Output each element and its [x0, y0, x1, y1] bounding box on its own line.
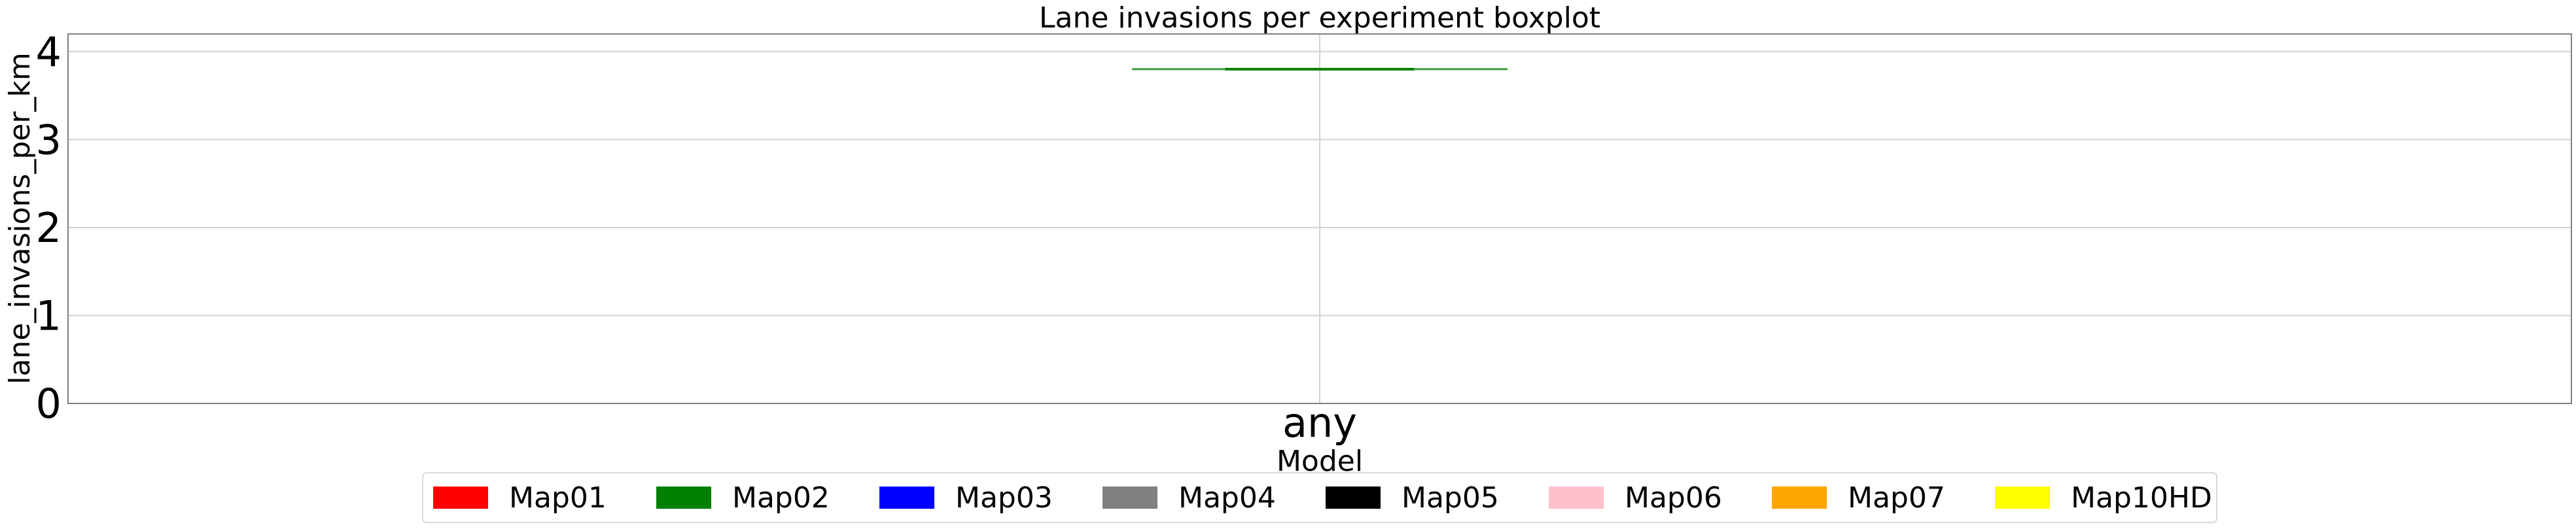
legend-swatch — [1549, 486, 1604, 509]
grid-lines — [68, 34, 2571, 404]
legend-frame — [422, 472, 2217, 523]
legend-label: Map07 — [1848, 481, 1945, 515]
legend-swatch — [1103, 486, 1157, 509]
legend-items: Map01 Map02 Map03 Map04 Map05 Map06 Map07 Map10… — [433, 481, 2212, 515]
legend-label: Map10HD — [2071, 481, 2212, 515]
y-tick-labels: 0 1 2 3 4 — [36, 28, 62, 428]
legend-label: Map02 — [732, 481, 830, 515]
x-tick-label: any — [1282, 399, 1357, 447]
legend-label: Map03 — [955, 481, 1053, 515]
legend-label: Map05 — [1402, 481, 1499, 515]
y-tick-label: 2 — [36, 204, 62, 252]
x-tick-labels: any — [1282, 399, 1357, 447]
legend: Map01 Map02 Map03 Map04 Map05 Map06 Map07 Map10… — [422, 472, 2217, 523]
legend-swatch — [656, 486, 711, 509]
y-tick-label: 0 — [36, 380, 62, 428]
legend-swatch — [433, 486, 488, 509]
legend-swatch — [1995, 486, 2050, 509]
legend-label: Map01 — [509, 481, 607, 515]
legend-swatch — [879, 486, 934, 509]
y-tick-label: 4 — [36, 28, 62, 76]
y-tick-label: 3 — [36, 116, 62, 163]
plot-area-frame — [67, 33, 2572, 404]
y-tick-label: 1 — [36, 292, 62, 339]
legend-label: Map06 — [1625, 481, 1722, 515]
legend-swatch — [1772, 486, 1827, 509]
legend-swatch — [1326, 486, 1381, 509]
legend-label: Map04 — [1178, 481, 1276, 515]
y-axis-label: lane_invasions_per_km — [3, 52, 37, 384]
box-layer — [1132, 67, 1508, 71]
chart-title: Lane invasions per experiment boxplot — [1039, 1, 1600, 35]
